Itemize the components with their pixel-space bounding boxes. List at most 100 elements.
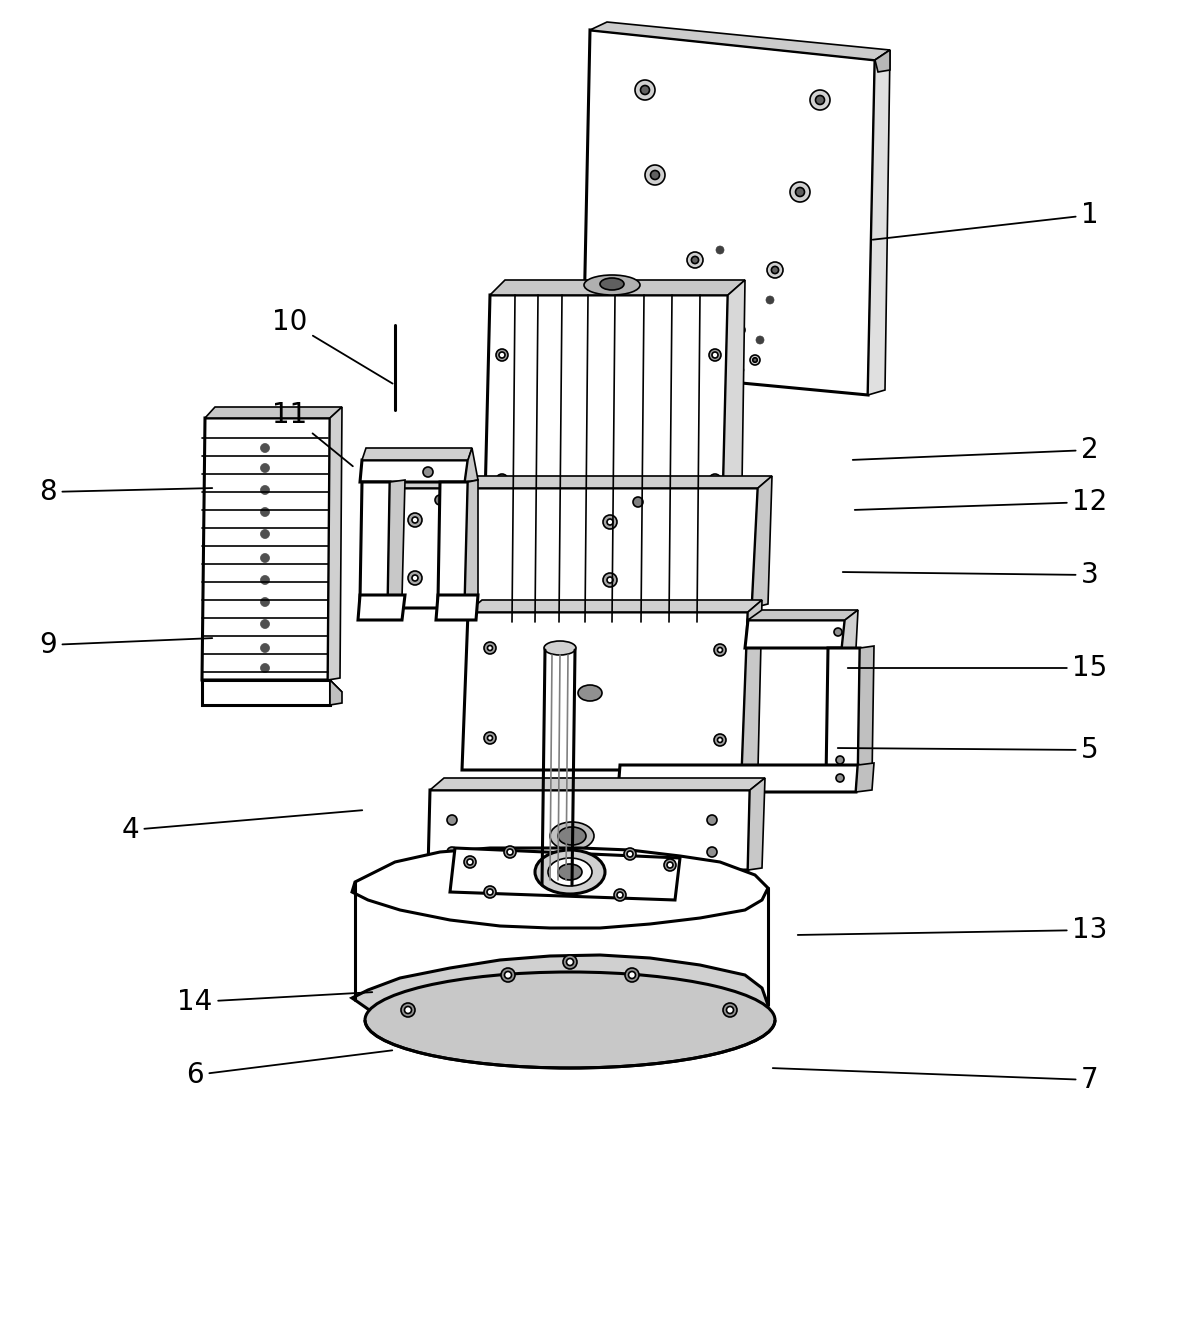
Circle shape [766,296,775,304]
Polygon shape [742,600,763,770]
Circle shape [716,246,724,254]
Text: 9: 9 [40,631,212,659]
Text: 12: 12 [855,487,1108,517]
Polygon shape [390,475,772,487]
Polygon shape [201,418,330,680]
Circle shape [260,444,270,453]
Ellipse shape [584,275,640,295]
Circle shape [505,972,512,979]
Polygon shape [201,680,342,692]
Polygon shape [360,459,468,482]
Circle shape [811,90,830,110]
Text: 4: 4 [121,810,362,845]
Circle shape [607,576,613,583]
Text: 11: 11 [272,401,353,466]
Polygon shape [875,50,890,72]
Circle shape [691,305,699,313]
Polygon shape [745,620,845,648]
Circle shape [692,256,699,263]
Circle shape [709,349,721,361]
Circle shape [566,959,573,965]
Circle shape [707,307,713,313]
Polygon shape [752,475,772,608]
Polygon shape [330,680,342,705]
Circle shape [737,328,742,332]
Circle shape [614,888,626,900]
Circle shape [836,774,844,782]
Ellipse shape [578,685,602,701]
Circle shape [412,517,418,523]
Circle shape [499,477,505,483]
Ellipse shape [535,850,605,894]
Circle shape [753,357,758,363]
Circle shape [625,968,639,981]
Circle shape [712,477,718,483]
Circle shape [408,571,422,586]
Circle shape [664,859,676,871]
Text: 8: 8 [40,478,212,506]
Circle shape [499,567,505,572]
Circle shape [703,303,717,317]
Circle shape [484,886,496,898]
Circle shape [645,165,665,185]
Circle shape [633,497,643,507]
Circle shape [408,513,422,527]
Circle shape [712,567,718,572]
Polygon shape [748,610,858,620]
Polygon shape [430,778,765,790]
Circle shape [484,641,496,653]
Circle shape [713,644,727,656]
Circle shape [499,352,505,359]
Polygon shape [858,645,874,780]
Circle shape [836,756,844,764]
Circle shape [423,467,433,477]
Circle shape [400,1003,415,1017]
Text: 13: 13 [797,916,1108,944]
Circle shape [466,859,472,865]
Circle shape [260,507,270,517]
Polygon shape [384,487,758,608]
Circle shape [496,349,508,361]
Circle shape [712,352,718,359]
Circle shape [484,732,496,744]
Circle shape [260,598,270,607]
Circle shape [717,737,723,742]
Polygon shape [353,849,769,928]
Circle shape [507,849,513,855]
Polygon shape [842,610,858,648]
Polygon shape [362,448,472,459]
Circle shape [260,619,270,628]
Circle shape [771,267,778,274]
Circle shape [709,564,721,576]
Circle shape [757,336,764,344]
Circle shape [687,252,703,268]
Circle shape [607,519,613,525]
Ellipse shape [558,827,586,845]
Circle shape [640,85,650,94]
Circle shape [713,734,727,746]
Circle shape [447,847,457,857]
Polygon shape [482,295,728,622]
Ellipse shape [600,278,623,290]
Circle shape [603,572,617,587]
Circle shape [727,1007,734,1013]
Text: 1: 1 [873,201,1098,239]
Text: 10: 10 [272,308,392,384]
Circle shape [496,564,508,576]
Polygon shape [856,764,874,791]
Ellipse shape [544,876,576,887]
Text: 6: 6 [186,1050,392,1089]
Circle shape [496,474,508,486]
Polygon shape [353,955,769,1062]
Circle shape [488,736,493,741]
Circle shape [404,1007,411,1013]
Polygon shape [826,648,860,780]
Polygon shape [748,778,765,870]
Polygon shape [388,479,405,600]
Circle shape [795,187,805,197]
Polygon shape [583,31,875,394]
Circle shape [707,815,717,825]
Circle shape [501,968,516,981]
Ellipse shape [544,641,576,655]
Circle shape [464,857,476,869]
